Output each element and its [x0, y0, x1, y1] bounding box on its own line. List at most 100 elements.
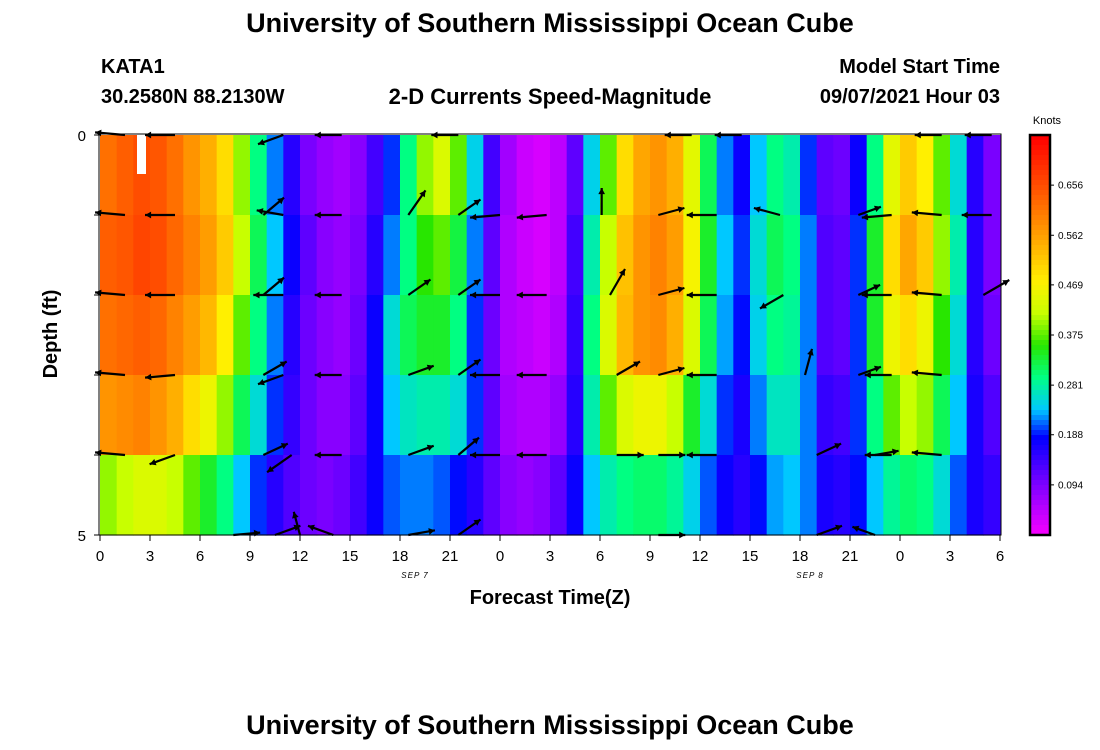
x-tick-label: 0: [896, 548, 904, 565]
heatmap-cell: [750, 215, 768, 296]
current-vector: [516, 451, 547, 459]
heatmap-cell: [716, 375, 734, 456]
heatmap-cell: [900, 215, 918, 296]
current-vector-head: [314, 451, 321, 459]
current-vector-head: [258, 379, 265, 386]
heatmap-cell: [716, 295, 734, 376]
colorbar-segment: [1030, 170, 1050, 176]
colorbar-segment: [1030, 360, 1050, 366]
current-vector: [253, 291, 284, 299]
colorbar-segment: [1030, 250, 1050, 256]
current-vector-head: [677, 366, 685, 373]
heatmap-cell: [633, 135, 651, 216]
heatmap-cell: [666, 455, 684, 536]
heatmap-cell: [933, 215, 951, 296]
heatmap-cell: [516, 455, 534, 536]
heatmap-cell: [116, 295, 134, 376]
heatmap-cell: [983, 135, 1001, 216]
heatmap-cell: [433, 215, 451, 296]
heatmap-cell: [833, 375, 851, 456]
heatmap-cell: [933, 295, 951, 376]
current-vector: [149, 453, 176, 466]
current-vector-head: [145, 373, 152, 381]
heatmap-cell: [500, 295, 518, 376]
heatmap-cell: [183, 375, 201, 456]
current-vector: [857, 365, 882, 377]
current-vector-head: [314, 291, 321, 299]
heatmap-cell: [583, 375, 601, 456]
heatmap-cell: [616, 375, 634, 456]
current-vector: [470, 451, 500, 459]
heatmap-cell: [783, 455, 801, 536]
current-vector: [861, 291, 892, 299]
heatmap-cell: [200, 135, 218, 216]
heatmap-cell: [616, 295, 634, 376]
current-vector-head: [149, 459, 157, 466]
colorbar-segment: [1030, 440, 1050, 446]
x-date-label: SEP 7: [401, 571, 428, 580]
colorbar-tick-label: 0.375: [1058, 331, 1083, 342]
current-vector: [307, 524, 334, 537]
heatmap-cell: [716, 215, 734, 296]
current-vector: [914, 131, 942, 139]
colorbar-segment: [1030, 465, 1050, 471]
colorbar-segment: [1030, 420, 1050, 426]
x-tick-label: 6: [996, 548, 1004, 565]
colorbar-segment: [1030, 200, 1050, 206]
colorbar-segment: [1030, 320, 1050, 326]
heatmap-cell: [300, 215, 318, 296]
heatmap-cell: [766, 375, 784, 456]
colorbar-segment: [1030, 195, 1050, 201]
heatmap-cell: [416, 135, 434, 216]
heatmap-cell: [783, 375, 801, 456]
heatmap-cell: [850, 455, 868, 536]
heatmap-cell: [516, 295, 534, 376]
current-vector: [616, 451, 644, 459]
current-vector-head: [852, 525, 860, 532]
heatmap-cell: [366, 135, 384, 216]
colorbar-segment: [1030, 335, 1050, 341]
heatmap-cell: [700, 215, 718, 296]
heatmap-cell: [383, 375, 401, 456]
heatmap-cell: [566, 215, 584, 296]
heatmap-cell: [500, 455, 518, 536]
heatmap-cell: [933, 455, 951, 536]
colorbar-segment: [1030, 265, 1050, 271]
heatmap-cell: [866, 135, 884, 216]
heatmap-cell: [750, 455, 768, 536]
current-vector: [470, 213, 501, 221]
current-vector: [266, 454, 293, 474]
heatmap-cell: [483, 375, 501, 456]
colorbar-segment: [1030, 135, 1050, 141]
current-vector-head: [431, 131, 438, 139]
colorbar-segment: [1030, 295, 1050, 301]
x-tick-label: 15: [742, 548, 759, 565]
heatmap-cell: [683, 295, 701, 376]
current-vector-head: [677, 286, 685, 293]
colorbar-segment: [1030, 480, 1050, 486]
current-vector: [658, 451, 686, 459]
current-vector: [759, 294, 784, 310]
footer-title: University of Southern Mississippi Ocean…: [246, 710, 854, 740]
heatmap-cell: [816, 375, 834, 456]
heatmap-cell: [850, 295, 868, 376]
current-vector: [457, 358, 482, 376]
heatmap-cell: [633, 215, 651, 296]
heatmap-cell: [600, 135, 618, 216]
heatmap-cell: [333, 375, 351, 456]
heatmap-cell: [883, 295, 901, 376]
heatmap-cell: [116, 455, 134, 536]
heatmap-cell: [250, 215, 268, 296]
heatmap-cell: [250, 375, 268, 456]
x-tick-label: 12: [292, 548, 309, 565]
colorbar-segment: [1030, 140, 1050, 146]
current-vector-head: [428, 528, 435, 535]
current-vector-head: [473, 359, 481, 366]
heatmap-cell: [450, 295, 468, 376]
heatmap-cell: [416, 215, 434, 296]
x-tick-label: 6: [196, 548, 204, 565]
heatmap-cell: [650, 135, 668, 216]
heatmap-cell: [983, 455, 1001, 536]
current-vector-head: [145, 291, 152, 299]
current-vector: [431, 131, 459, 139]
